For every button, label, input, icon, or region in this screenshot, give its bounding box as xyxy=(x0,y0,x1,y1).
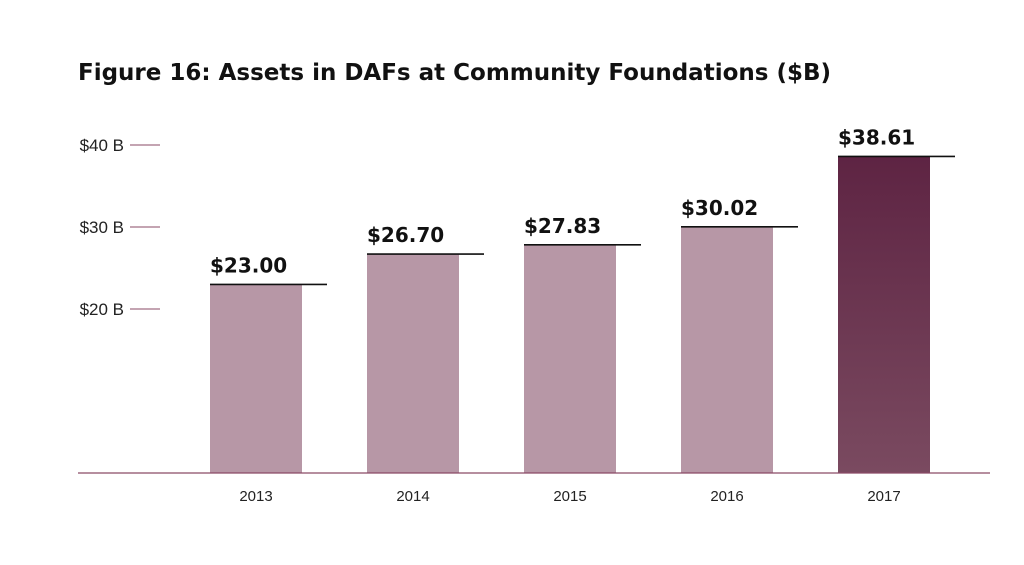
y-axis: $20 B $30 B $40 B xyxy=(80,136,160,319)
x-tick-label: 2017 xyxy=(867,488,900,505)
bar-2016 xyxy=(681,226,773,473)
bar-2017 xyxy=(838,156,930,473)
bar-2013 xyxy=(210,284,302,473)
x-tick-label: 2015 xyxy=(553,488,586,505)
bar-2014 xyxy=(367,254,459,473)
x-tick-label: 2013 xyxy=(239,488,272,505)
data-label: $27.83 xyxy=(524,214,601,238)
data-label: $30.02 xyxy=(681,196,758,220)
chart-title: Figure 16: Assets in DAFs at Community F… xyxy=(78,60,832,86)
y-tick-label: $20 B xyxy=(80,300,124,319)
y-tick-label: $30 B xyxy=(80,218,124,237)
y-tick-label: $40 B xyxy=(80,136,124,155)
bar-2015 xyxy=(524,244,616,473)
bars: $23.00 $26.70 $27.83 $30.02 $38.61 xyxy=(210,125,955,473)
data-label: $38.61 xyxy=(838,125,915,149)
data-label: $26.70 xyxy=(367,223,444,247)
x-tick-label: 2014 xyxy=(396,488,429,505)
x-axis: 2013 2014 2015 2016 2017 xyxy=(239,488,900,505)
x-tick-label: 2016 xyxy=(710,488,743,505)
data-label: $23.00 xyxy=(210,253,287,277)
